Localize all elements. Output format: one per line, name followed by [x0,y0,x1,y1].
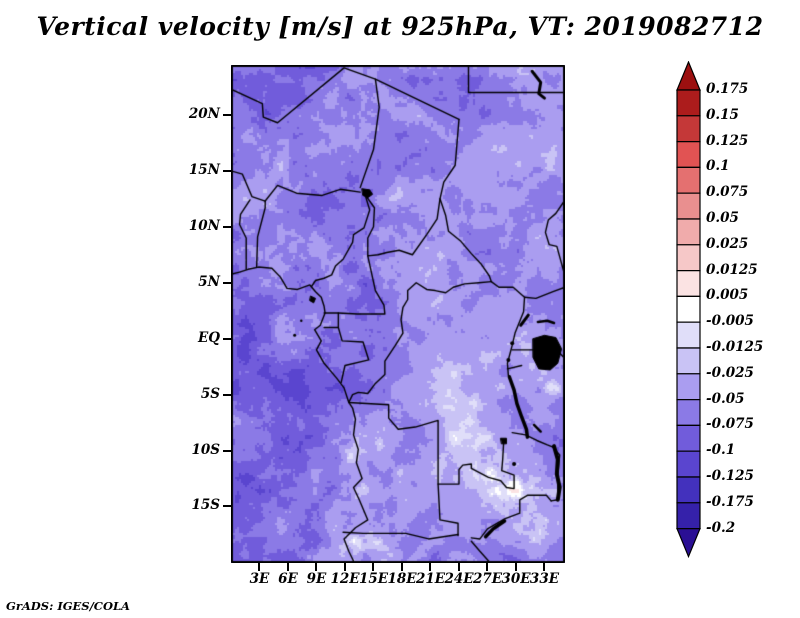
lon-tick [343,563,346,571]
lat-tick [223,225,231,228]
colorbar-tick-label: 0.0125 [706,261,758,278]
colorbar-segment [676,244,701,272]
map-canvas [231,65,565,563]
lon-tick-label: 24E [444,571,474,587]
colorbar-segment [676,399,701,426]
colorbar-tick-label: 0.1 [706,158,730,175]
colorbar-tick-label: 0.15 [706,106,739,123]
colorbar-tick-label: 0.175 [706,81,749,97]
lon-tick-label: 27E [472,571,503,587]
lon-tick-label: 9E [306,571,327,587]
colorbar-segment [676,192,701,220]
lat-tick-label: 5N [198,273,220,290]
map-area [231,65,565,563]
colorbar-tick-label: -0.025 [706,364,754,381]
colorbar-segment [676,89,701,117]
colorbar-scale [676,61,701,559]
lon-tick [400,563,403,571]
colorbar-segment [676,321,701,349]
lon-tick-label: 15E [358,571,389,587]
lat-tick [223,393,231,396]
colorbar-segment [676,295,701,323]
lon-tick [315,563,318,571]
lon-tick [372,563,375,571]
lon-tick-label: 6E [278,571,298,587]
colorbar-segment [676,476,701,504]
colorbar-tick-label: -0.075 [706,416,754,433]
colorbar-tick-label: -0.1 [706,442,736,459]
lon-tick [543,563,546,571]
colorbar-segment [676,424,701,452]
colorbar-tick-label: 0.005 [706,287,749,304]
colorbar-segment [676,270,701,297]
lon-tick [429,563,432,571]
colorbar-segment [676,218,701,246]
colorbar-segment [676,115,701,143]
lat-tick [223,449,231,452]
lat-tick [223,169,231,172]
lon-tick [258,563,261,571]
lat-tick [223,113,231,116]
lat-tick [223,505,231,508]
lat-tick [223,337,231,340]
colorbar-segment [676,347,701,375]
lon-tick-label: 30E [501,571,531,587]
colorbar-segment [676,373,701,401]
colorbar-tick-label: 0.025 [706,235,749,252]
lon-tick [486,563,489,571]
colorbar-segment [676,61,701,91]
colorbar-segment [676,166,701,194]
lat-tick-label: EQ [197,329,220,346]
colorbar-segment [676,528,701,559]
colorbar-tick-label: -0.0125 [706,339,764,355]
lon-tick-label: 21E [415,571,446,587]
lon-tick [514,563,517,571]
colorbar-segment [676,502,701,530]
colorbar-tick-label: -0.05 [706,390,745,407]
colorbar-tick-label: 0.075 [706,184,749,201]
lat-tick [223,281,231,284]
colorbar-tick-label: -0.175 [706,493,754,510]
colorbar-tick-label: 0.05 [706,210,739,226]
lat-tick-label: 10S [191,441,220,458]
lon-tick-label: 33E [529,571,559,587]
page-title: Vertical velocity [m/s] at 925hPa, VT: 2… [36,12,764,41]
footer-credit: GrADS: IGES/COLA [6,599,130,613]
lat-tick-label: 5S [200,385,220,402]
lat-tick-label: 15S [191,497,220,514]
lat-tick-label: 15N [188,161,220,178]
lon-tick-label: 3E [249,571,270,587]
lat-tick-label: 10N [188,217,220,234]
colorbar-segment [676,140,701,169]
colorbar-tick-label: -0.125 [706,468,754,484]
lat-tick-label: 20N [188,105,220,122]
lon-tick-label: 12E [330,571,360,587]
colorbar-tick-label: 0.125 [706,132,749,149]
lon-tick [286,563,289,571]
colorbar-tick-label: -0.2 [706,519,736,536]
lon-tick-label: 18E [387,571,417,587]
lon-tick [457,563,460,571]
colorbar-segment [676,450,701,478]
colorbar-tick-label: -0.005 [706,313,754,330]
